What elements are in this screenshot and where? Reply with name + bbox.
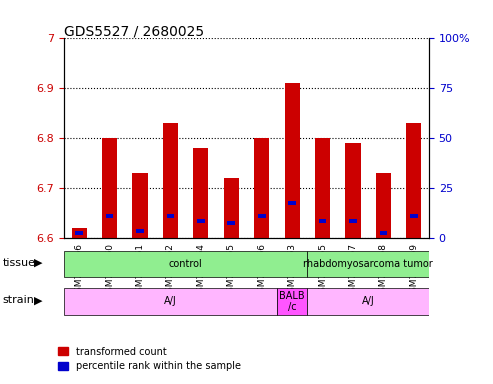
Text: A/J: A/J <box>164 296 177 306</box>
FancyBboxPatch shape <box>64 251 307 277</box>
FancyBboxPatch shape <box>277 288 307 315</box>
Bar <box>318 218 326 223</box>
Text: strain: strain <box>2 295 35 305</box>
FancyBboxPatch shape <box>64 288 277 315</box>
Bar <box>102 138 117 238</box>
Bar <box>163 123 178 238</box>
Bar <box>406 123 422 238</box>
Text: rhabdomyosarcoma tumor: rhabdomyosarcoma tumor <box>303 259 433 269</box>
Text: A/J: A/J <box>362 296 375 306</box>
Bar <box>380 231 387 235</box>
Bar <box>315 138 330 238</box>
Bar <box>136 228 144 233</box>
Bar <box>227 221 235 225</box>
Text: BALB
/c: BALB /c <box>280 291 305 312</box>
Bar <box>71 228 87 238</box>
FancyBboxPatch shape <box>307 288 429 315</box>
Text: ▶: ▶ <box>34 295 42 305</box>
FancyBboxPatch shape <box>307 251 429 277</box>
Bar <box>288 201 296 205</box>
Legend: transformed count, percentile rank within the sample: transformed count, percentile rank withi… <box>54 343 245 375</box>
Bar <box>284 83 300 238</box>
Bar <box>197 218 205 223</box>
Bar <box>224 178 239 238</box>
Bar <box>133 173 148 238</box>
Text: tissue: tissue <box>2 258 35 268</box>
Bar <box>345 143 360 238</box>
Bar <box>167 214 175 218</box>
Bar <box>410 214 418 218</box>
Text: ▶: ▶ <box>34 258 42 268</box>
Bar <box>349 218 357 223</box>
Bar <box>376 173 391 238</box>
Bar <box>193 148 209 238</box>
Text: control: control <box>169 259 203 269</box>
Bar <box>106 214 113 218</box>
Bar <box>254 138 269 238</box>
Text: GDS5527 / 2680025: GDS5527 / 2680025 <box>64 25 204 39</box>
Bar <box>258 214 266 218</box>
Bar <box>75 231 83 235</box>
